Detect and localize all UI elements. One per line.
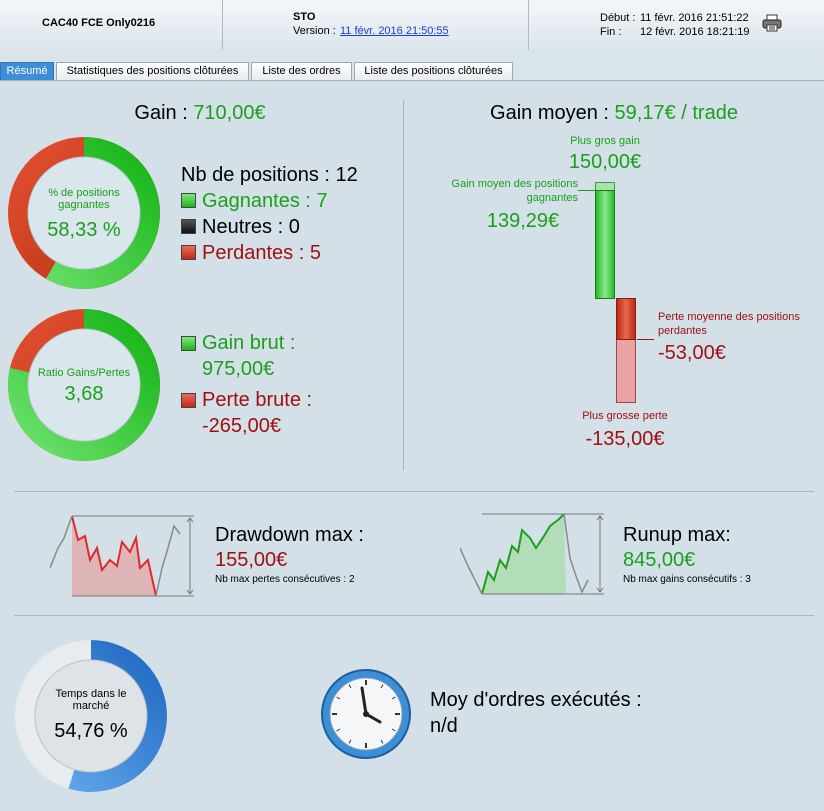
clock-icon [321, 669, 411, 759]
avg-win-value: 139,29€ [486, 210, 560, 232]
tab-resume[interactable]: Résumé [0, 62, 54, 80]
drawdown-value: 155,00€ [215, 549, 288, 571]
tab-orders-list[interactable]: Liste des ordres [251, 62, 352, 80]
report-header: CAC40 FCE Only0216 STO Version : 11 févr… [0, 0, 824, 51]
avg-loss-bar [616, 298, 636, 340]
runup-value: 845,00€ [623, 549, 696, 571]
header-divider [222, 0, 223, 50]
gross-gain-label: Gain brut : [202, 332, 296, 354]
runup-label: Runup max: [623, 524, 731, 546]
gross-loss-value: -265,00€ [202, 415, 281, 437]
avg-gain-label: Gain moyen : [490, 102, 609, 124]
winrate-win-arc [8, 137, 160, 289]
avg-win-bar [595, 190, 615, 299]
runup-sub: Nb max gains consécutifs : 3 [623, 574, 751, 585]
ratio-value: 3,68 [64, 383, 104, 405]
tab-closed-positions-list[interactable]: Liste des positions clôturées [354, 62, 513, 80]
version-label: Version : [293, 25, 336, 37]
ratio-donut [8, 309, 160, 461]
vertical-separator [403, 100, 404, 470]
avg-gain-value: 59,17€ / trade [614, 102, 738, 124]
gain-title: Gain : 710,00€ [0, 102, 400, 125]
version-link[interactable]: 11 févr. 2016 21:50:55 [340, 25, 449, 37]
drawdown-sparkline [50, 515, 194, 597]
avg-loss-label: Perte moyenne des positions perdantes [658, 311, 800, 337]
winrate-label: % de positions gagnantes [48, 187, 120, 211]
biggest-loss-value: -135,00€ [585, 428, 665, 450]
end-label: Fin : [600, 26, 622, 38]
orders-value: n/d [430, 715, 458, 737]
start-value: 11 févr. 2016 21:51:22 [640, 12, 749, 24]
instrument-name: CAC40 FCE Only0216 [42, 17, 156, 29]
start-label: Début : [600, 12, 636, 24]
ratio-label: Ratio Gains/Pertes [37, 367, 131, 379]
header-divider [528, 0, 529, 50]
orders-label: Moy d'ordres exécutés : [430, 689, 642, 711]
neutral-count: Neutres : 0 [202, 216, 300, 238]
strategy-name: STO [293, 11, 316, 23]
gain-label: Gain : [134, 102, 188, 124]
print-icon[interactable] [762, 14, 782, 32]
market-time-value: 54,76 % [54, 720, 128, 742]
drawdown-sub: Nb max pertes consécutives : 2 [215, 574, 355, 585]
biggest-gain-label: Plus gros gain [570, 135, 640, 147]
avg-win-arrow [578, 190, 595, 191]
ratio-gain-arc [8, 309, 160, 461]
losing-swatch [181, 245, 196, 260]
section-separator [14, 491, 814, 492]
gain-value: 710,00€ [193, 102, 266, 124]
runup-sparkline [460, 513, 604, 595]
avg-gain-title: Gain moyen : 59,17€ / trade [404, 102, 824, 125]
neutral-swatch [181, 219, 196, 234]
winning-count: Gagnantes : 7 [202, 190, 328, 212]
winrate-donut [8, 137, 160, 289]
market-time-donut [15, 640, 167, 792]
winrate-value: 58,33 % [47, 219, 121, 241]
market-time-arc [15, 640, 167, 792]
market-time-label: Temps dans le marché [55, 688, 127, 712]
biggest-loss-label: Plus grosse perte [582, 410, 668, 422]
losing-count: Perdantes : 5 [202, 242, 321, 264]
end-value: 12 févr. 2016 18:21:19 [640, 26, 750, 38]
avg-win-label: Gain moyen des positions gagnantes [451, 178, 578, 204]
biggest-gain-value: 150,00€ [568, 151, 642, 173]
section-separator [14, 615, 814, 616]
gross-loss-swatch [181, 393, 196, 408]
avg-loss-arrow [637, 339, 654, 340]
positions-count: Nb de positions : 12 [181, 164, 358, 186]
gross-gain-swatch [181, 336, 196, 351]
gross-loss-label: Perte brute : [202, 389, 313, 411]
gross-gain-value: 975,00€ [202, 358, 275, 380]
winning-swatch [181, 193, 196, 208]
drawdown-label: Drawdown max : [215, 524, 364, 546]
tab-closed-positions-stats[interactable]: Statistiques des positions clôturées [56, 62, 249, 80]
avg-loss-value: -53,00€ [658, 342, 726, 364]
